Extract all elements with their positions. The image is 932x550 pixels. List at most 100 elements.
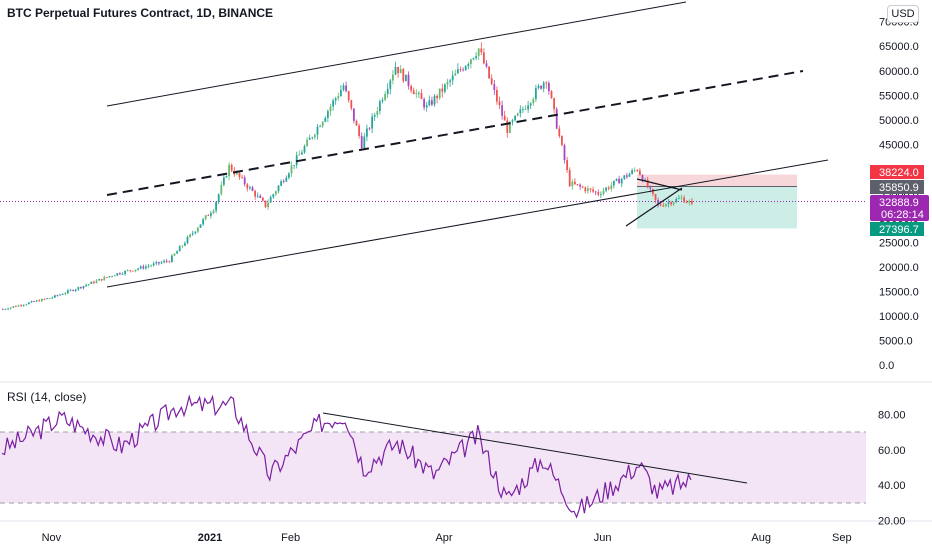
candle-body [574, 181, 576, 185]
candle-body [72, 289, 74, 291]
candle-body [561, 136, 563, 146]
candle-body [646, 179, 649, 188]
candle-body [93, 281, 95, 283]
candle-body [340, 90, 342, 97]
candle-body [69, 289, 72, 291]
mid-channel-dashed-line[interactable] [106, 70, 804, 196]
candle-body [431, 100, 433, 105]
time-label: Apr [435, 532, 452, 544]
candle-body [100, 279, 103, 281]
candle-body [566, 160, 568, 171]
last-price-badge [870, 195, 929, 221]
candle-body [280, 181, 282, 186]
rsi-line[interactable] [1, 394, 692, 519]
candle-body [503, 115, 506, 121]
candle-body [77, 287, 80, 290]
time-label: Feb [281, 532, 300, 544]
candle-body [106, 277, 108, 278]
candle-body [602, 190, 605, 195]
candle-body [579, 184, 581, 187]
candle-body [334, 98, 337, 101]
candle-body [454, 73, 457, 76]
candle-body [537, 85, 540, 89]
candle-body [371, 116, 373, 129]
price-tick-label: 15000.0 [879, 286, 919, 298]
rsi-title: RSI (14, close) [7, 390, 86, 404]
candle-body [360, 135, 363, 149]
candle-body [483, 52, 485, 64]
time-label: Aug [751, 532, 771, 544]
candle-body [236, 172, 238, 175]
candle-body [659, 204, 662, 206]
price-tick-label: 25000.0 [879, 237, 919, 249]
candle-body [355, 120, 358, 126]
candle-body [212, 210, 215, 214]
candle-body [137, 268, 139, 270]
candle-body [189, 234, 191, 238]
candle-body [662, 205, 665, 207]
triangle-lower-line[interactable] [625, 187, 683, 227]
currency-button[interactable]: USD [887, 5, 919, 23]
candle-body [204, 215, 207, 220]
candle-body [186, 237, 189, 244]
candle-body [636, 170, 639, 171]
candle-body [438, 88, 441, 99]
candle-body [527, 105, 529, 110]
candle-body [319, 126, 321, 128]
candle-body [275, 191, 277, 195]
candle-body [152, 263, 155, 266]
candle-body [119, 273, 121, 275]
candle-body [405, 74, 407, 82]
price-tick-label: 45000.0 [879, 139, 919, 151]
candle-body [262, 197, 264, 201]
candle-body [685, 202, 688, 204]
candle-body [368, 128, 371, 130]
candle-body [288, 173, 290, 178]
countdown-label: 06:28:14 [881, 209, 924, 221]
candle-body [139, 266, 142, 269]
candle-body [56, 295, 59, 297]
candle-body [54, 295, 56, 298]
candle-body [631, 170, 633, 174]
candle-body [171, 255, 173, 263]
candle-body [654, 193, 657, 201]
candle-body [98, 279, 100, 281]
candle-body [30, 301, 33, 303]
candle-body [80, 287, 82, 289]
candle-body [457, 69, 459, 74]
candle-body [545, 82, 548, 84]
candle-body [412, 90, 415, 95]
lower-channel-line[interactable] [106, 159, 829, 288]
candle-body [475, 56, 477, 59]
candle-body [524, 109, 527, 111]
triangle-upper-line[interactable] [636, 178, 683, 191]
candle-body [220, 184, 223, 195]
candle-body [113, 275, 116, 277]
candle-body [488, 66, 490, 79]
candle-body [665, 204, 667, 207]
candle-body [199, 224, 202, 228]
upper-channel-line[interactable] [106, 1, 687, 107]
stop-loss-zone[interactable] [637, 174, 797, 187]
price-axis-ticks: 70000.065000.060000.055000.050000.045000… [879, 17, 919, 372]
candle-body [228, 164, 230, 177]
candle-body [384, 93, 386, 100]
candle-body [592, 189, 594, 192]
candle-body [293, 165, 295, 166]
candle-body [178, 246, 181, 252]
candle-body [415, 93, 418, 95]
candle-body [67, 290, 69, 294]
candle-body [394, 66, 397, 75]
rsi-trend-line[interactable] [322, 412, 748, 484]
candle-body [225, 176, 228, 178]
candle-body [626, 175, 628, 177]
candle-body [230, 164, 233, 171]
candle-body [423, 99, 425, 108]
candle-body [628, 173, 631, 177]
target-badge [870, 222, 924, 236]
take-profit-zone[interactable] [637, 186, 797, 229]
candle-body [4, 308, 7, 310]
candle-body [584, 187, 587, 192]
candle-body [12, 306, 15, 308]
